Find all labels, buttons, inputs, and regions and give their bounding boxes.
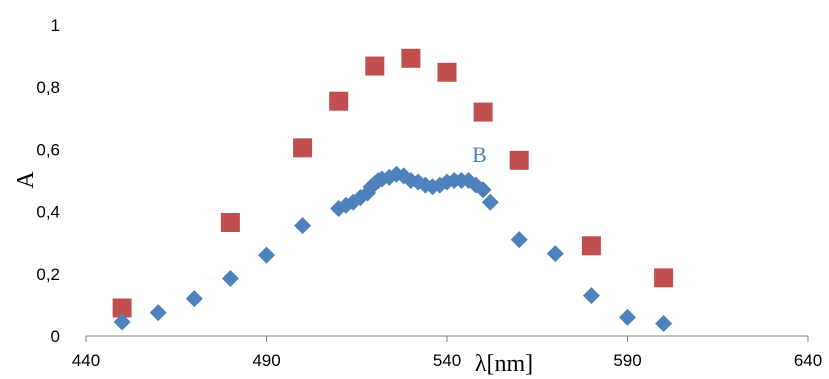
y-tick-label: 0,8 [36,78,60,97]
series-annotation-label: B [472,142,487,167]
y-tick-label: 0 [51,327,60,346]
x-tick-label: 540 [433,351,461,370]
data-point-diamond [221,269,239,287]
data-point-diamond [474,181,492,199]
x-axis-title: λ[nm] [475,351,533,377]
data-point-square [473,102,493,122]
x-tick-label: 640 [794,351,822,370]
data-point-diamond [510,231,528,249]
y-tick-label: 0,6 [36,140,60,159]
data-point-square [365,56,385,76]
x-tick-label: 440 [72,351,100,370]
data-point-square [401,48,421,68]
data-point-diamond [655,315,673,333]
y-axis-title: A [13,171,39,189]
y-tick-label: 1 [51,16,60,35]
x-axis-ticks: 440 490 540 590 640 [72,336,822,370]
series-diamond [113,165,673,333]
data-point-square [437,62,457,82]
x-tick-label: 590 [613,351,641,370]
data-point-square [329,91,349,111]
annotations: B [472,142,487,167]
data-point-diamond [258,246,275,264]
data-point-square [220,212,240,232]
data-point-square [293,138,313,158]
data-point-diamond [582,287,600,305]
data-point-square [509,150,529,170]
data-point-square [112,298,132,318]
data-point-diamond [294,217,312,235]
y-tick-label: 0,4 [36,203,60,222]
plot-area [112,48,674,333]
data-point-diamond [481,193,499,211]
data-point-diamond [149,304,167,322]
data-point-diamond [619,308,636,326]
data-point-diamond [185,290,203,308]
series-square [112,48,674,318]
data-point-diamond [546,245,564,263]
y-tick-label: 0,2 [36,265,60,284]
data-point-diamond [113,313,131,331]
axes: 440 490 540 590 640 0 0,2 0,4 0,6 0,8 1 [36,16,822,370]
x-tick-label: 490 [252,351,280,370]
data-point-square [654,268,674,288]
data-point-square [581,236,601,256]
y-axis-ticks: 0 0,2 0,4 0,6 0,8 1 [36,16,60,346]
